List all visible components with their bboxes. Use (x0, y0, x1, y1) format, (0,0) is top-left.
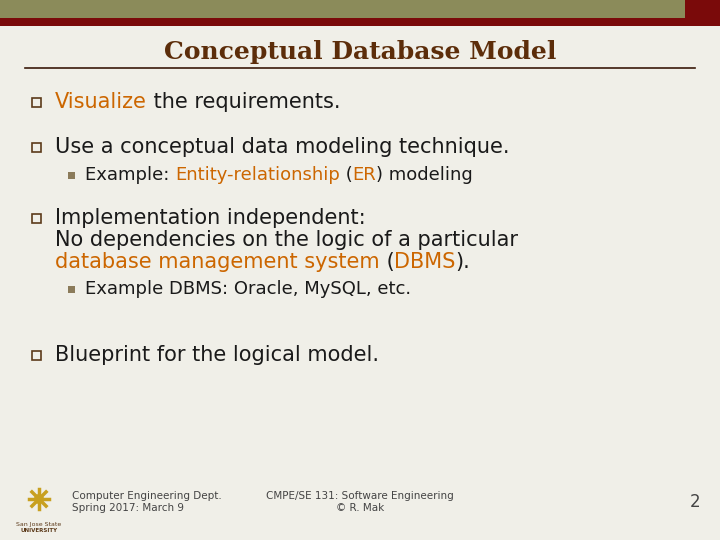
Bar (0, 0, 685, 18)
Text: ).: ). (456, 252, 470, 272)
Text: © R. Mak: © R. Mak (336, 503, 384, 513)
Text: Example:: Example: (85, 166, 175, 184)
Text: Computer Engineering Dept.: Computer Engineering Dept. (72, 491, 222, 501)
Bar (32, 351, 41, 360)
Text: Example DBMS: Oracle, MySQL, etc.: Example DBMS: Oracle, MySQL, etc. (85, 280, 411, 298)
Text: ER: ER (353, 166, 377, 184)
Text: Conceptual Database Model: Conceptual Database Model (164, 40, 556, 64)
Text: Implementation independent:: Implementation independent: (55, 208, 366, 228)
Bar (685, 0, 720, 18)
Text: Spring 2017: March 9: Spring 2017: March 9 (72, 503, 184, 513)
Circle shape (34, 494, 44, 504)
Text: No dependencies on the logic of a particular: No dependencies on the logic of a partic… (55, 230, 518, 250)
Text: DBMS: DBMS (395, 252, 456, 272)
Text: the requirements.: the requirements. (147, 92, 341, 112)
Text: UNIVERSITY: UNIVERSITY (20, 528, 58, 533)
Text: Visualize: Visualize (55, 92, 147, 112)
Bar (68, 172, 75, 179)
Text: San Jose State: San Jose State (17, 522, 62, 527)
Text: 2: 2 (689, 493, 700, 511)
Text: Use a conceptual data modeling technique.: Use a conceptual data modeling technique… (55, 137, 510, 157)
Bar (32, 214, 41, 223)
Text: Blueprint for the logical model.: Blueprint for the logical model. (55, 345, 379, 365)
Text: CMPE/SE 131: Software Engineering: CMPE/SE 131: Software Engineering (266, 491, 454, 501)
Bar (0, 18, 720, 26)
Text: database management system: database management system (55, 252, 379, 272)
Bar (68, 286, 75, 293)
Text: Entity-relationship: Entity-relationship (175, 166, 340, 184)
Text: (: ( (379, 252, 395, 272)
Bar (32, 98, 41, 107)
Text: ) modeling: ) modeling (377, 166, 473, 184)
Bar (32, 143, 41, 152)
Text: (: ( (340, 166, 353, 184)
